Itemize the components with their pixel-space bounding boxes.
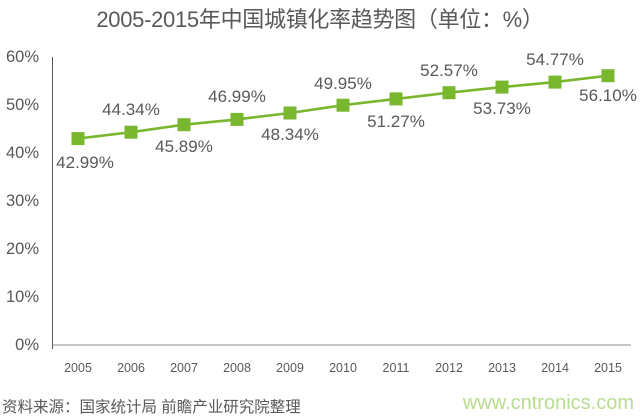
svg-text:44.34%: 44.34% [102, 100, 160, 119]
svg-text:2007: 2007 [170, 361, 198, 375]
svg-text:10%: 10% [6, 288, 39, 306]
svg-text:51.27%: 51.27% [367, 112, 425, 131]
svg-text:53.73%: 53.73% [473, 99, 531, 118]
svg-text:40%: 40% [6, 144, 39, 162]
svg-text:2006: 2006 [117, 361, 145, 375]
svg-text:45.89%: 45.89% [155, 137, 213, 156]
svg-text:20%: 20% [6, 240, 39, 258]
svg-text:52.57%: 52.57% [420, 61, 478, 80]
svg-text:2015: 2015 [594, 361, 622, 375]
svg-text:56.10%: 56.10% [579, 86, 637, 105]
svg-text:2010: 2010 [329, 361, 357, 375]
svg-text:48.34%: 48.34% [261, 125, 319, 144]
svg-text:54.77%: 54.77% [526, 50, 584, 69]
svg-text:2005: 2005 [64, 361, 92, 375]
svg-text:46.99%: 46.99% [208, 87, 266, 106]
svg-text:49.95%: 49.95% [314, 74, 372, 93]
svg-text:30%: 30% [6, 192, 39, 210]
svg-text:50%: 50% [6, 96, 39, 114]
svg-text:2008: 2008 [223, 361, 251, 375]
svg-text:2013: 2013 [488, 361, 516, 375]
svg-text:0%: 0% [15, 336, 39, 354]
svg-text:60%: 60% [6, 48, 39, 66]
svg-text:42.99%: 42.99% [56, 153, 114, 172]
svg-text:2014: 2014 [541, 361, 569, 375]
svg-text:2009: 2009 [276, 361, 304, 375]
svg-text:2012: 2012 [435, 361, 463, 375]
svg-text:2011: 2011 [383, 361, 410, 375]
